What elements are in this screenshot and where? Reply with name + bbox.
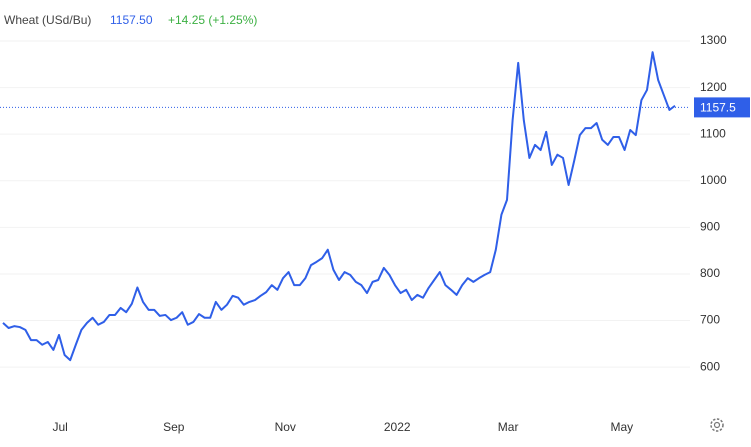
x-tick-label: 2022 xyxy=(384,420,411,434)
y-tick-label: 1100 xyxy=(700,126,726,140)
x-tick-label: Sep xyxy=(163,420,185,434)
x-tick-label: May xyxy=(610,420,633,434)
y-tick-label: 700 xyxy=(700,313,720,327)
y-tick-label: 1300 xyxy=(700,33,727,47)
price-line xyxy=(2,51,676,362)
x-tick-label: Nov xyxy=(275,420,296,434)
y-tick-label: 1000 xyxy=(700,173,727,187)
gear-inner xyxy=(713,421,721,429)
y-tick-label: 900 xyxy=(700,220,720,234)
y-tick-label: 1200 xyxy=(700,80,727,94)
price: 1157.50 xyxy=(110,13,153,27)
y-tick-label: 800 xyxy=(700,266,720,280)
change: +14.25 (+1.25%) xyxy=(168,13,257,27)
gear-outer xyxy=(710,418,724,432)
x-tick-label: Jul xyxy=(52,420,67,434)
current-price-tag xyxy=(694,97,750,118)
y-tick-label: 600 xyxy=(700,359,720,373)
current-price-label: 1157.5 xyxy=(700,101,736,115)
x-tick-label: Mar xyxy=(498,420,519,434)
settings-icon[interactable] xyxy=(710,418,724,432)
instrument-name: Wheat (USd/Bu) xyxy=(4,13,91,27)
